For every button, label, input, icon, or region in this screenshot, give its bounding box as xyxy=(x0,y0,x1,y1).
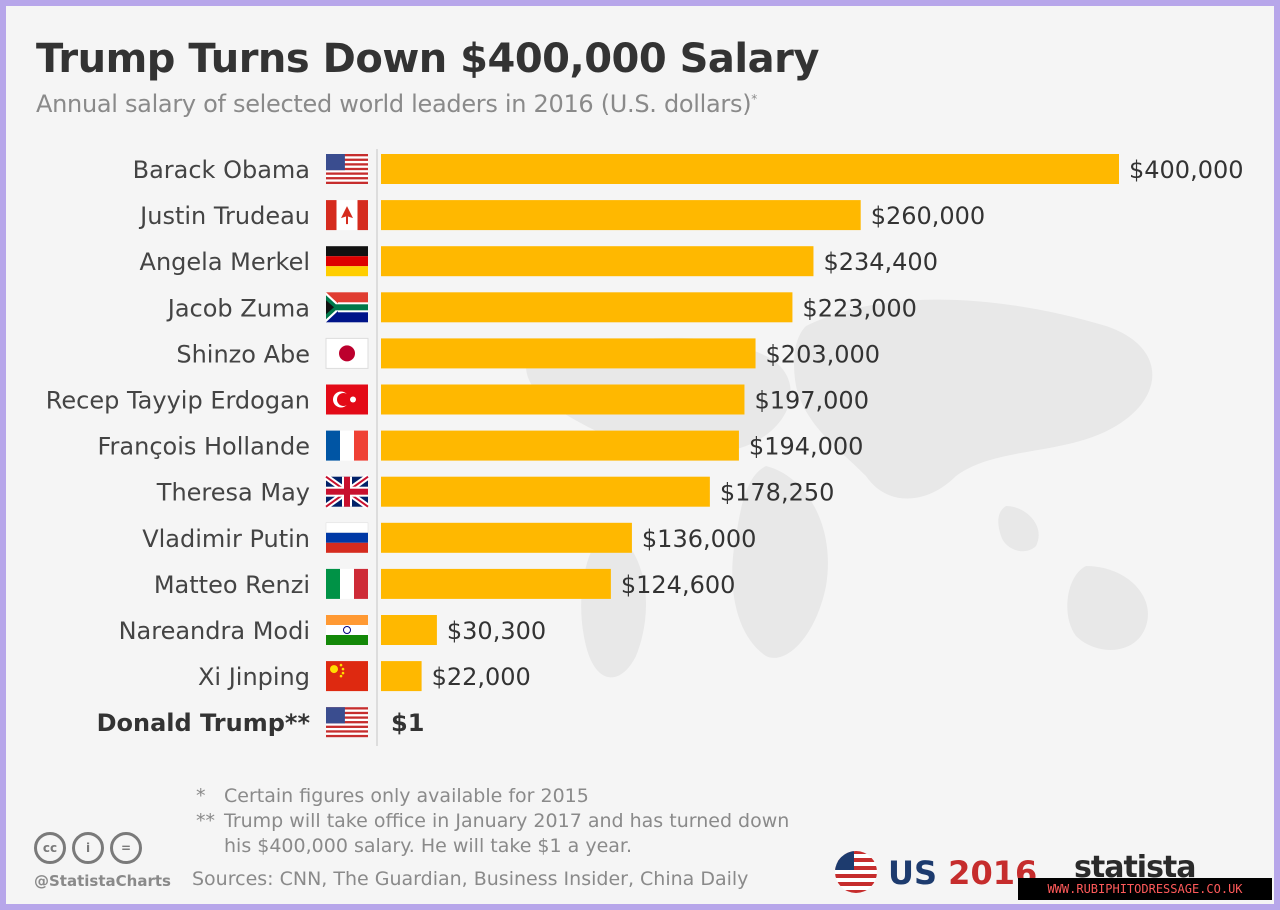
data-label: $194,000 xyxy=(749,433,864,461)
data-label: $223,000 xyxy=(802,294,917,322)
usa-flag-icon xyxy=(326,707,368,738)
bars-layer: Barack Obama $400,000 Justin Trudeau $260,0… xyxy=(46,154,1244,738)
data-label: $400,000 xyxy=(1129,156,1244,184)
category-label: Angela Merkel xyxy=(140,248,310,276)
category-label: Matteo Renzi xyxy=(154,571,310,599)
license-icons: cc i = xyxy=(34,832,142,864)
bar xyxy=(381,384,745,415)
no-derivatives-icon: = xyxy=(110,832,142,864)
footnote-2: ** Trump will take office in January 201… xyxy=(196,809,789,834)
data-label: $234,400 xyxy=(823,248,938,276)
chart-title: Trump Turns Down $400,000 Salary xyxy=(36,36,819,82)
category-label: Justin Trudeau xyxy=(138,202,310,230)
subtitle-text: Annual salary of selected world leaders … xyxy=(36,90,752,118)
footnote-mark: ** xyxy=(196,810,215,832)
data-label: $1 xyxy=(391,709,424,737)
brand-us: US xyxy=(888,854,938,892)
bar xyxy=(381,568,611,599)
category-label: Barack Obama xyxy=(133,156,310,184)
bar xyxy=(381,476,710,507)
russia-flag-icon xyxy=(325,522,369,553)
footnote-mark: * xyxy=(196,785,206,807)
sources: Sources: CNN, The Guardian, Business Ins… xyxy=(192,868,749,890)
data-label: $197,000 xyxy=(754,387,869,415)
category-label: Donald Trump** xyxy=(97,709,311,737)
bar xyxy=(381,292,793,323)
bar xyxy=(381,522,632,553)
category-label: Theresa May xyxy=(156,479,310,507)
usa-flag-icon xyxy=(326,154,368,184)
india-flag-icon xyxy=(326,615,368,645)
subtitle-footnote-mark: * xyxy=(751,92,757,106)
data-label: $203,000 xyxy=(766,340,881,368)
footnote-text: Trump will take office in January 2017 a… xyxy=(224,810,790,832)
cc-icon: cc xyxy=(34,832,66,864)
category-label: Vladimir Putin xyxy=(142,525,310,553)
bar xyxy=(381,661,422,692)
bar-chart: Barack Obama $400,000 Justin Trudeau $260,0… xyxy=(46,149,1244,746)
footnote-1: * Certain figures only available for 201… xyxy=(196,784,789,809)
bar xyxy=(381,246,814,277)
attribution-icon: i xyxy=(72,832,104,864)
category-label: Jacob Zuma xyxy=(166,294,310,322)
category-label: Nareandra Modi xyxy=(119,617,310,645)
category-label: Xi Jinping xyxy=(198,663,310,691)
category-label: Recep Tayyip Erdogan xyxy=(46,387,310,415)
data-label: $136,000 xyxy=(642,525,757,553)
turkey-flag-icon xyxy=(326,384,368,415)
japan-flag-icon xyxy=(325,337,369,369)
france-flag-icon xyxy=(326,430,368,461)
watermark: WWW.RUBIPHITODRESSAGE.CO.UK xyxy=(1018,878,1272,900)
footnote-text: Certain figures only available for 2015 xyxy=(224,785,589,807)
footnotes: * Certain figures only available for 201… xyxy=(196,784,789,859)
statista-handle: @StatistaCharts xyxy=(34,872,171,890)
footnote-mark xyxy=(196,834,224,859)
italy-flag-icon xyxy=(326,568,368,599)
category-label: François Hollande xyxy=(97,433,310,461)
uk-flag-icon xyxy=(324,474,370,510)
brand-footer: US 2016 statista xyxy=(834,846,1254,904)
china-flag-icon xyxy=(326,661,368,692)
data-label: $22,000 xyxy=(432,663,531,691)
germany-flag-icon xyxy=(326,246,368,277)
bar xyxy=(381,430,739,461)
bar xyxy=(381,200,861,231)
us-flag-globe-icon xyxy=(835,851,877,893)
chart-subtitle: Annual salary of selected world leaders … xyxy=(36,90,757,118)
data-label: $124,600 xyxy=(621,571,736,599)
south-africa-flag-icon xyxy=(326,292,368,323)
category-label: Shinzo Abe xyxy=(176,340,310,368)
data-label: $178,250 xyxy=(720,479,835,507)
footnote-2-continued: his $400,000 salary. He will take $1 a y… xyxy=(196,834,789,859)
bar xyxy=(381,154,1119,184)
bar xyxy=(381,615,437,645)
data-label: $260,000 xyxy=(871,202,986,230)
footnote-text: his $400,000 salary. He will take $1 a y… xyxy=(224,835,633,857)
infographic-card: Trump Turns Down $400,000 Salary Annual … xyxy=(6,6,1274,904)
bar xyxy=(381,338,756,369)
canada-flag-icon xyxy=(326,200,368,231)
data-label: $30,300 xyxy=(447,617,546,645)
brand-us2016: US 2016 xyxy=(888,854,1037,892)
